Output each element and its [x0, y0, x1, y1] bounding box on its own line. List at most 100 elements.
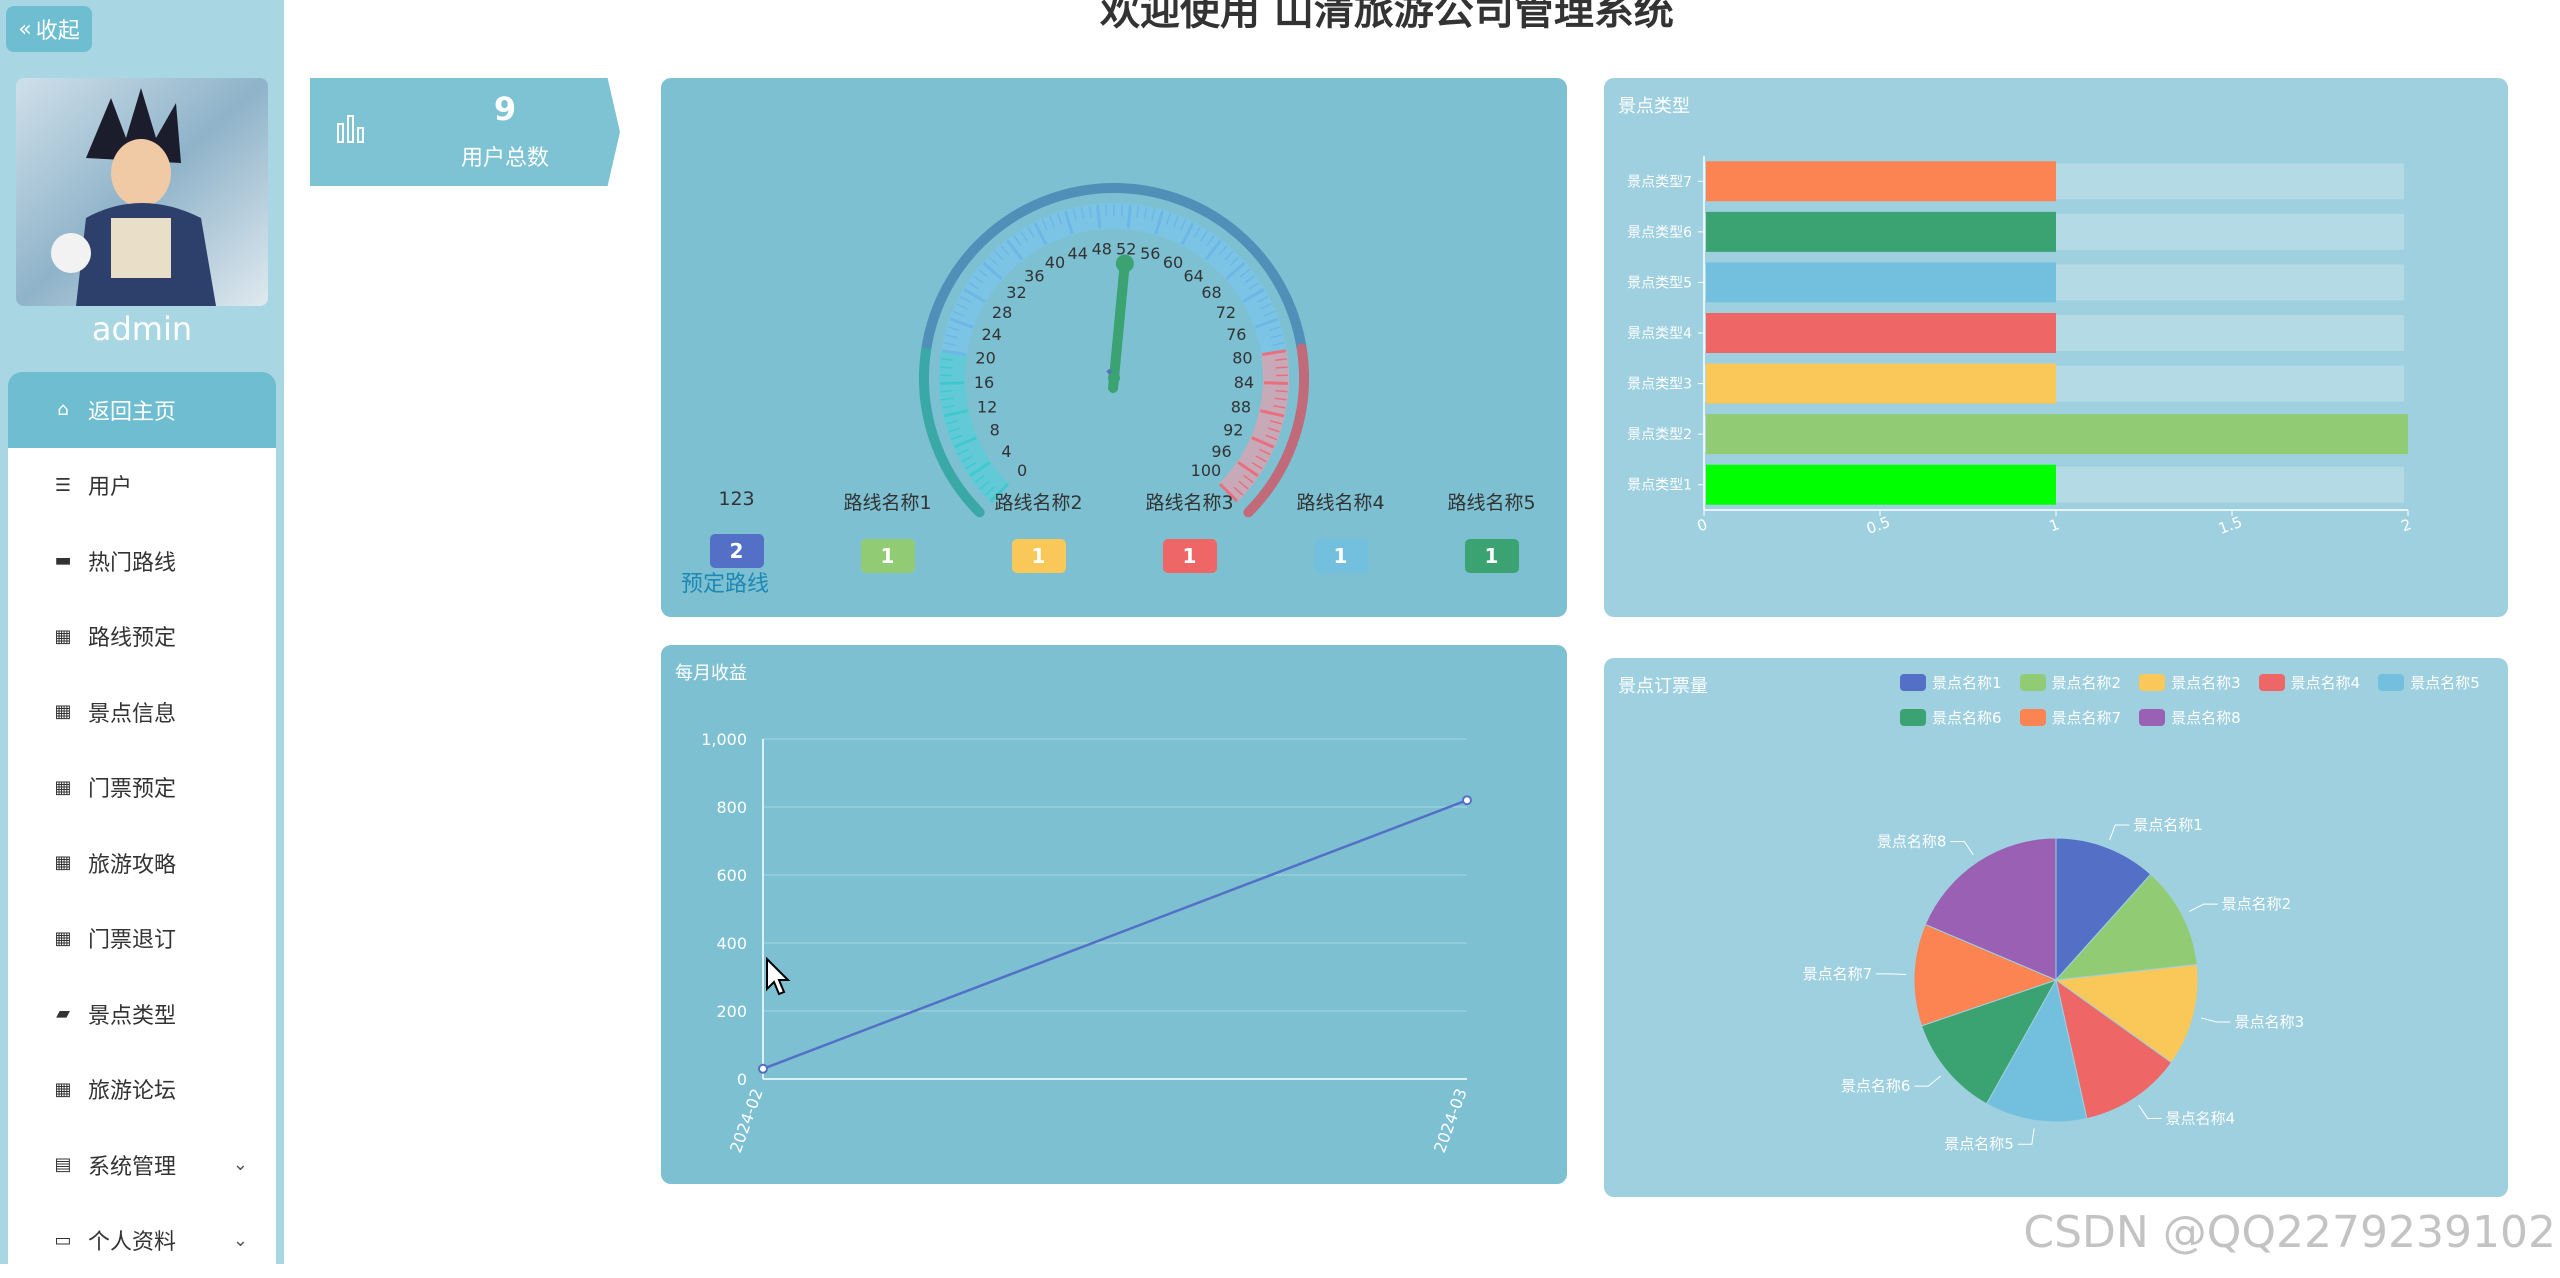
pie-slice-label: 景点名称6 [1841, 1077, 1911, 1095]
sidebar-item-users[interactable]: ☰ 用户 [8, 448, 276, 524]
sidebar-item-label: 热门路线 [88, 545, 176, 577]
sidebar-item-profile[interactable]: ▭ 个人资料 ⌄ [8, 1203, 276, 1278]
gauge-tick-label: 96 [1211, 442, 1231, 461]
gauge-tick-label: 88 [1231, 397, 1251, 416]
sidebar-menu: ⌂ 返回主页 ☰ 用户 ▬ 热门路线 ▦ 路线预定 ▦ 景点信息 ▦ 门票预定 … [8, 372, 276, 1278]
mouse-cursor-icon [765, 957, 791, 997]
sidebar-item-label: 旅游论坛 [88, 1073, 176, 1105]
gauge-tick-label: 56 [1140, 244, 1160, 263]
route-item: 路线名称5 1 [1416, 488, 1567, 573]
gauge-minor-tick [940, 367, 952, 368]
gauge-tick-label: 20 [975, 349, 995, 368]
sidebar-item-travel-guide[interactable]: ▦ 旅游攻略 [8, 825, 276, 901]
bar-x-tick-label: 1.5 [2216, 513, 2245, 538]
gauge-tick-label: 92 [1223, 421, 1243, 440]
gauge-tick-label: 12 [977, 397, 997, 416]
bar-x-tick-label: 0 [1695, 515, 1710, 535]
sidebar-item-system[interactable]: ▤ 系统管理 ⌄ [8, 1127, 276, 1203]
chevron-down-icon: ⌄ [233, 1230, 248, 1251]
gauge-tick-label: 40 [1045, 253, 1065, 272]
gauge-tick-label: 72 [1216, 303, 1236, 322]
route-item: 路线名称3 1 [1114, 488, 1265, 573]
grid-icon: ▦ [52, 928, 74, 949]
sidebar-item-label: 系统管理 [88, 1149, 176, 1181]
bar [1706, 414, 2408, 454]
gauge-tick-label: 16 [974, 373, 994, 392]
line-y-tick-label: 200 [716, 1002, 747, 1021]
chevron-down-icon: ⌄ [233, 1154, 248, 1175]
pie-label-line [1950, 842, 1973, 855]
wallet-icon: ▰ [52, 1003, 74, 1024]
gauge-tick-label: 100 [1191, 461, 1222, 480]
gauge-tick-label: 0 [1017, 461, 1027, 480]
collapse-label: 收起 [36, 13, 80, 45]
username: admin [0, 310, 284, 348]
gauge-minor-tick [941, 391, 953, 392]
grid-icon: ▦ [52, 626, 74, 647]
pie-slice-label: 景点名称7 [1803, 965, 1873, 983]
gauge-tick-label: 80 [1232, 349, 1252, 368]
bar [1706, 161, 2056, 201]
line-x-tick-label: 2024-03 [1430, 1086, 1471, 1155]
bar-category-label: 景点类型4 [1627, 326, 1692, 342]
pie-label-line [2018, 1128, 2034, 1144]
route-name: 路线名称2 [963, 488, 1114, 515]
gauge-tick [1264, 383, 1288, 384]
bar-category-label: 景点类型1 [1627, 478, 1692, 494]
route-item: 路线名称4 1 [1265, 488, 1416, 573]
pie-slice-label: 景点名称1 [2133, 816, 2203, 834]
route-name: 路线名称1 [812, 488, 963, 515]
gauge-tick-label: 36 [1024, 266, 1044, 285]
route-item: 123 2 [661, 488, 812, 573]
route-item: 路线名称1 1 [812, 488, 963, 573]
gauge-minor-tick [1106, 204, 1107, 216]
sidebar-item-forum[interactable]: ▦ 旅游论坛 [8, 1052, 276, 1128]
sidebar-item-scenic-info[interactable]: ▦ 景点信息 [8, 674, 276, 750]
sidebar-item-label: 路线预定 [88, 620, 176, 652]
gauge-minor-tick [1276, 367, 1288, 368]
sidebar-item-label: 个人资料 [88, 1224, 176, 1256]
sidebar-item-home[interactable]: ⌂ 返回主页 [8, 372, 276, 448]
route-list: 123 2 路线名称1 1 路线名称2 1 路线名称3 1 路线名称4 1 路线… [661, 488, 1567, 573]
grid-icon: ▦ [52, 701, 74, 722]
bar [1706, 262, 2056, 302]
home-icon: ⌂ [52, 399, 74, 420]
clipboard-icon: ▤ [52, 1154, 74, 1175]
route-name: 路线名称4 [1265, 488, 1416, 515]
collapse-button[interactable]: « 收起 [6, 6, 92, 52]
bar [1706, 364, 2056, 404]
sidebar-item-label: 门票预定 [88, 771, 176, 803]
sidebar-item-hot-routes[interactable]: ▬ 热门路线 [8, 523, 276, 599]
pie-label-line [1914, 1076, 1940, 1086]
gauge-pointer-pivot [1108, 372, 1120, 384]
grid-icon: ▦ [52, 852, 74, 873]
book-route-link[interactable]: 预定路线 [681, 566, 769, 598]
sidebar-item-scenic-type[interactable]: ▰ 景点类型 [8, 976, 276, 1052]
route-count-badge: 1 [1012, 539, 1066, 573]
gauge-tick-label: 44 [1068, 244, 1088, 263]
bar [1706, 313, 2056, 353]
gauge-tick-label: 84 [1234, 373, 1254, 392]
bar-category-label: 景点类型5 [1627, 275, 1692, 291]
user-count-label: 用户总数 [310, 140, 700, 172]
line-y-tick-label: 1,000 [701, 730, 747, 749]
route-count-badge: 1 [861, 539, 915, 573]
pie-slice-label: 景点名称3 [2235, 1013, 2305, 1031]
pie-label-line [2201, 1018, 2230, 1022]
gauge-minor-tick [1276, 391, 1288, 392]
route-count-badge: 2 [710, 534, 764, 568]
route-name: 123 [661, 488, 812, 510]
line-y-tick-label: 400 [716, 934, 747, 953]
pie-label-line [2139, 1105, 2162, 1118]
avatar [16, 78, 268, 306]
sidebar-item-route-booking[interactable]: ▦ 路线预定 [8, 599, 276, 675]
sidebar-item-label: 返回主页 [88, 394, 176, 426]
sidebar-item-ticket-booking[interactable]: ▦ 门票预定 [8, 750, 276, 826]
sidebar-item-ticket-refund[interactable]: ▦ 门票退订 [8, 901, 276, 977]
line-series [763, 800, 1467, 1069]
card-icon: ▭ [52, 1230, 74, 1251]
